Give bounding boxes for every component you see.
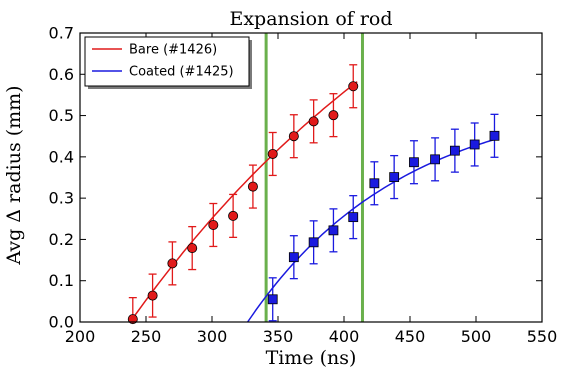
data-point [308,116,319,127]
data-point [267,148,278,159]
data-point [147,290,158,301]
x-tick-label: 350 [263,327,294,346]
data-point [167,258,178,269]
fit-curve-2 [246,138,497,322]
data-point [267,294,278,305]
x-tick-label: 450 [395,327,426,346]
data-point [228,210,239,221]
data-point [449,145,460,156]
x-tick-label: 300 [197,327,228,346]
data-point [187,243,198,254]
data-point [369,178,380,189]
legend-label: Coated (#1425) [129,65,234,80]
y-tick-label: 0.6 [49,65,74,84]
x-tick-label: 550 [527,327,558,346]
legend-label: Bare (#1426) [129,43,217,58]
legend-box [84,36,250,87]
y-tick-label: 0.5 [49,106,74,125]
fit-curve-1 [129,81,358,322]
y-tick-label: 0.4 [49,147,74,166]
legend: Bare (#1426) Coated (#1425) [84,36,252,89]
x-tick-label: 500 [461,327,492,346]
chart-title: Expansion of rod [229,8,392,30]
data-point [247,181,258,192]
data-point [328,225,339,236]
y-tick-label: 0.2 [49,230,74,249]
data-point [389,172,400,182]
x-tick-label: 400 [329,327,360,346]
x-tick-label: 250 [131,327,162,346]
data-point [409,157,419,168]
data-point [288,131,299,142]
data-point [430,154,440,165]
data-point [348,212,359,223]
data-point [288,252,299,263]
y-tick-label: 0.3 [49,189,74,208]
data-point [489,130,500,141]
y-axis-label: Avg Δ radius (mm) [3,85,25,265]
x-tick-label: 200 [65,327,96,346]
data-point [348,81,359,92]
data-point [208,219,219,230]
y-tick-label: 0.1 [49,271,74,290]
plot-area: 200 250 300 350 400 450 500 550 0.0 0.1 0.2 0.3 0.4 0… [49,24,558,347]
data-point [308,237,319,248]
data-point [328,110,339,121]
x-axis-label: Time (ns) [266,347,357,369]
y-tick-label: 0.7 [49,24,74,43]
data-point [469,139,480,150]
plot-frame [79,32,543,323]
y-tick-label: 0.0 [49,313,74,332]
